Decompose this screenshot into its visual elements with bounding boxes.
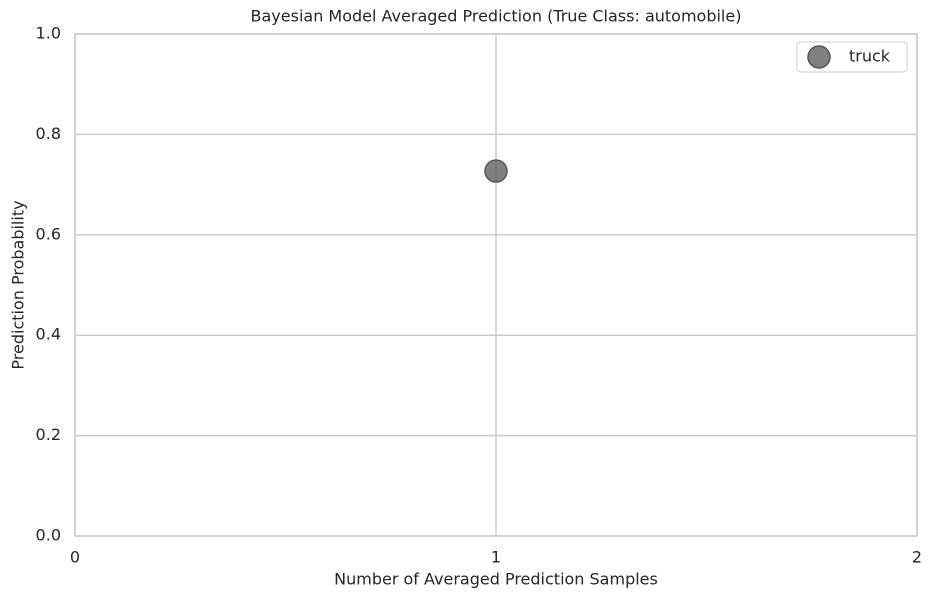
y-tick-label: 0.4 <box>36 325 61 344</box>
legend-label: truck <box>849 47 891 66</box>
plot-frame <box>74 33 918 537</box>
legend-marker <box>807 45 831 69</box>
chart-title: Bayesian Model Averaged Prediction (True… <box>251 7 742 26</box>
y-tick-label: 0.2 <box>36 425 61 444</box>
y-tick-label: 0.8 <box>36 124 61 143</box>
x-tick-label: 1 <box>491 548 501 567</box>
x-axis-label: Number of Averaged Prediction Samples <box>334 570 658 589</box>
point <box>484 159 508 183</box>
y-tick-label: 0.0 <box>36 526 61 545</box>
y-axis-label: Prediction Probability <box>9 200 28 369</box>
y-tick-label: 0.6 <box>36 224 61 243</box>
x-tick-label: 0 <box>70 548 80 567</box>
y-tick-label: 1.0 <box>36 24 61 43</box>
x-tick-label: 2 <box>912 548 922 567</box>
